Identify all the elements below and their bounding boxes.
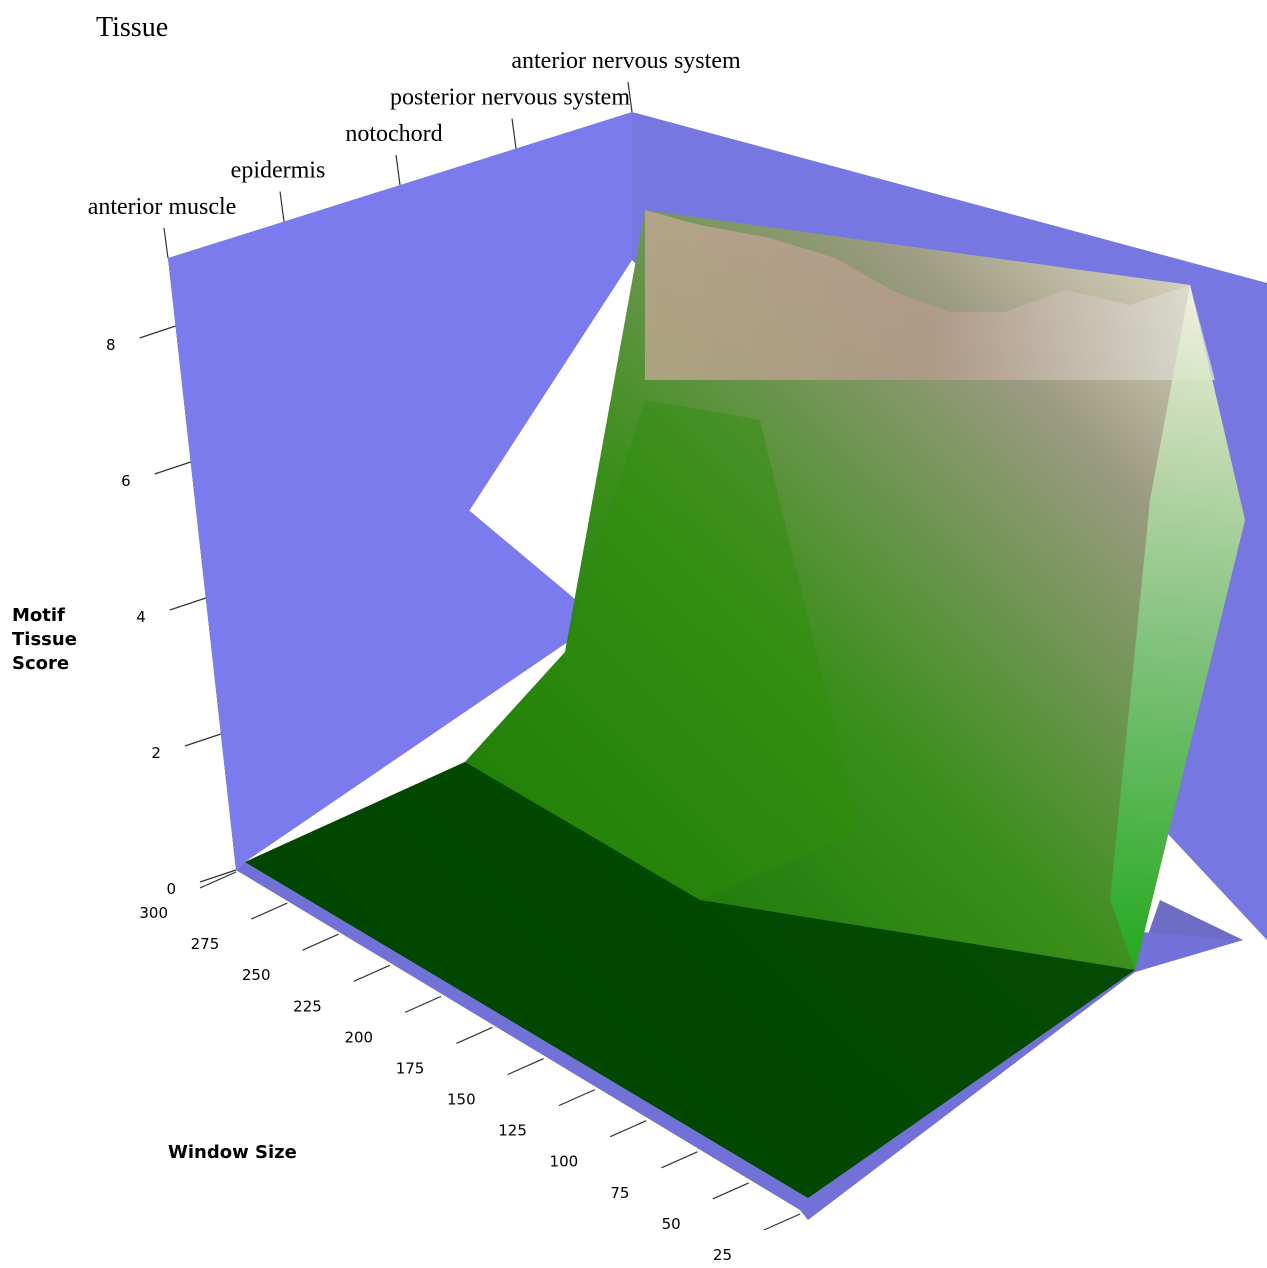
window-size-tick-label: 100 (550, 1153, 579, 1171)
tissue-tick-label: epidermis (231, 158, 326, 184)
z-tick-label: 6 (121, 472, 131, 490)
window-size-tick-label: 150 (447, 1091, 476, 1109)
tissue-tick (163, 227, 169, 259)
z-axis-title-line-3: Score (12, 653, 69, 674)
window-size-tick (507, 1057, 544, 1076)
tissue-tick-label: notochord (345, 121, 442, 147)
surface-green-valley (465, 400, 860, 900)
tissue-tick-label: posterior nervous system (390, 85, 630, 111)
surface-flat-floor (245, 762, 1135, 1198)
tissue-tick (279, 191, 285, 222)
surface-right-face (1110, 285, 1245, 970)
window-size-tick-label: 300 (139, 904, 168, 922)
window-size-tick (404, 995, 442, 1013)
z-tick (184, 733, 222, 747)
z-tick (139, 325, 176, 339)
tissue-axis: anterior muscle epidermis notochord posteri… (88, 48, 741, 259)
window-size-tick (456, 1026, 493, 1045)
window-size-tick (302, 933, 339, 951)
window-size-tick (353, 964, 391, 982)
window-size-tick (251, 902, 288, 920)
window-size-tick (558, 1089, 596, 1107)
window-size-tick-label: 200 (344, 1028, 373, 1046)
window-size-tick-label: 50 (662, 1215, 681, 1233)
window-size-tick-label: 225 (293, 997, 322, 1015)
tissue-tick (627, 81, 633, 113)
z-tick-label: 4 (136, 608, 146, 626)
window-size-tick-label: 75 (610, 1184, 629, 1202)
window-size-axis: 300 275 250 225 200 175 150 125 100 75 50 25 (139, 871, 801, 1264)
z-tick-label: 0 (166, 880, 176, 898)
z-tick-label: 2 (151, 744, 161, 762)
window-size-tick-label: 250 (242, 966, 271, 984)
surface-top-ridge (645, 210, 1215, 380)
z-tick (199, 869, 237, 883)
left-wall-body (168, 258, 600, 870)
window-size-tick (661, 1151, 698, 1169)
z-tick-label: 8 (106, 336, 116, 354)
surface (245, 210, 1245, 1198)
tissue-tick (395, 154, 401, 186)
z-axis: 0 2 4 6 8 (106, 325, 237, 898)
window-size-tick-label: 175 (396, 1059, 425, 1077)
z-tick (169, 597, 206, 611)
tissue-tick-label: anterior nervous system (511, 48, 741, 74)
window-size-tick-label: 125 (498, 1122, 527, 1140)
window-size-tick (609, 1120, 647, 1138)
z-axis-title-line-2: Tissue (12, 629, 77, 650)
window-size-tick (712, 1182, 749, 1200)
window-size-tick (199, 871, 237, 889)
z-tick (154, 461, 191, 475)
window-size-axis-title: Window Size (168, 1142, 297, 1163)
z-axis-title-line-1: Motif (12, 605, 65, 626)
window-size-tick (763, 1213, 801, 1231)
window-size-tick-label: 25 (713, 1246, 732, 1264)
tissue-tick (511, 118, 517, 149)
tissue-tick-label: anterior muscle (88, 194, 237, 220)
window-size-tick-label: 275 (191, 935, 220, 953)
tissue-axis-title: Tissue (96, 12, 168, 43)
